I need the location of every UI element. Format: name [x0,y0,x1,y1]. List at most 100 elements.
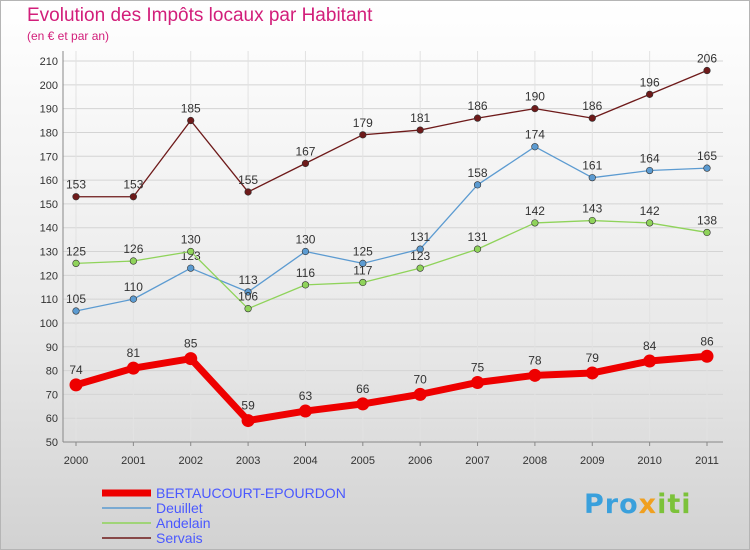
y-tick-label: 90 [46,342,58,354]
data-point-andelain [72,259,80,268]
data-label-servais: 186 [468,99,488,113]
y-tick-label: 190 [40,104,58,116]
x-tick-label: 2002 [178,455,202,467]
data-label-bertaucourt-epourdon: 74 [69,363,83,377]
data-label-bertaucourt-epourdon: 63 [299,389,313,403]
data-label-deuillet: 130 [295,233,315,247]
data-point-bertaucourt-epourdon [126,361,140,375]
data-point-andelain [301,281,310,289]
x-tick-label: 2011 [695,455,719,467]
data-point-servais [244,188,252,196]
data-label-bertaucourt-epourdon: 78 [528,353,542,367]
data-label-andelain: 117 [353,263,372,277]
data-label-servais: 185 [181,102,201,116]
data-point-deuillet [187,264,195,272]
data-point-deuillet [129,295,137,303]
x-tick-label: 2005 [351,455,375,467]
data-label-deuillet: 158 [468,166,488,180]
data-label-deuillet: 174 [525,128,545,142]
data-point-servais [72,193,80,201]
y-tick-label: 150 [40,199,58,211]
data-point-andelain [646,219,654,227]
data-point-bertaucourt-epourdon [69,378,83,392]
y-tick-label: 80 [46,366,58,378]
x-tick-label: 2004 [293,455,317,467]
y-tick-label: 210 [40,56,58,68]
data-point-andelain [187,247,195,256]
data-label-andelain: 131 [468,230,488,244]
data-label-servais: 179 [353,116,373,130]
data-label-bertaucourt-epourdon: 86 [700,334,714,348]
data-point-andelain [129,257,137,265]
data-point-servais [187,116,195,125]
data-point-deuillet [301,247,310,256]
series-line-deuillet [75,146,708,312]
data-label-andelain: 130 [181,233,201,247]
data-label-deuillet: 125 [353,244,373,258]
data-label-andelain: 106 [238,290,258,304]
data-point-servais [301,159,310,167]
x-tick-label: 2009 [580,455,604,467]
data-label-servais: 155 [238,173,258,187]
data-label-deuillet: 110 [124,280,143,294]
data-label-bertaucourt-epourdon: 79 [586,351,600,365]
data-label-bertaucourt-epourdon: 85 [184,337,198,351]
y-tick-label: 60 [46,413,58,425]
data-point-bertaucourt-epourdon [241,414,255,428]
data-point-andelain [416,264,424,272]
data-label-andelain: 138 [697,213,717,227]
data-point-bertaucourt-epourdon [298,404,312,418]
y-tick-label: 130 [40,247,58,259]
data-point-bertaucourt-epourdon [585,366,599,380]
data-point-deuillet [72,307,80,315]
data-label-deuillet: 165 [697,149,717,163]
data-label-andelain: 126 [123,242,143,256]
y-tick-label: 100 [40,318,58,330]
x-tick-label: 2007 [465,455,489,467]
data-label-andelain: 142 [525,204,545,218]
data-point-servais [588,114,596,122]
data-label-servais: 167 [295,144,315,158]
data-point-bertaucourt-epourdon [528,368,542,382]
legend-label-bertaucourt-epourdon: BERTAUCOURT-EPOURDON [156,485,346,501]
data-point-deuillet [531,143,539,151]
series-line-servais [75,69,708,198]
data-label-servais: 181 [410,111,430,125]
data-point-deuillet [646,166,654,175]
proxiti-logo: Proxiti [584,489,692,520]
data-label-andelain: 125 [66,244,86,258]
data-point-deuillet [473,181,482,189]
y-tick-label: 70 [46,389,58,401]
chart-title: Evolution des Impôts locaux par Habitant [27,5,373,26]
data-point-bertaucourt-epourdon [471,375,485,389]
data-label-bertaucourt-epourdon: 81 [127,346,141,360]
data-point-deuillet [703,164,711,172]
data-label-andelain: 143 [582,202,602,216]
data-point-servais [646,90,654,98]
data-point-servais [531,105,539,113]
data-label-deuillet: 161 [582,159,602,173]
y-tick-label: 50 [46,437,58,449]
data-label-bertaucourt-epourdon: 59 [241,399,255,413]
y-tick-label: 120 [40,270,58,282]
data-point-bertaucourt-epourdon [643,354,657,368]
y-tick-label: 160 [40,175,58,187]
y-tick-label: 110 [40,294,58,306]
data-point-bertaucourt-epourdon [184,352,198,366]
data-point-deuillet [359,259,367,268]
data-label-servais: 153 [123,178,143,192]
data-point-andelain [531,219,539,227]
data-point-servais [359,131,367,139]
x-tick-label: 2008 [523,455,547,467]
data-label-servais: 196 [640,75,660,89]
data-point-servais [473,114,482,122]
data-label-servais: 206 [697,52,717,66]
x-tick-label: 2010 [637,455,661,467]
data-label-servais: 153 [66,178,86,192]
data-point-andelain [703,228,711,237]
data-point-andelain [588,216,596,225]
data-point-bertaucourt-epourdon [700,349,714,363]
data-label-andelain: 142 [640,204,660,218]
